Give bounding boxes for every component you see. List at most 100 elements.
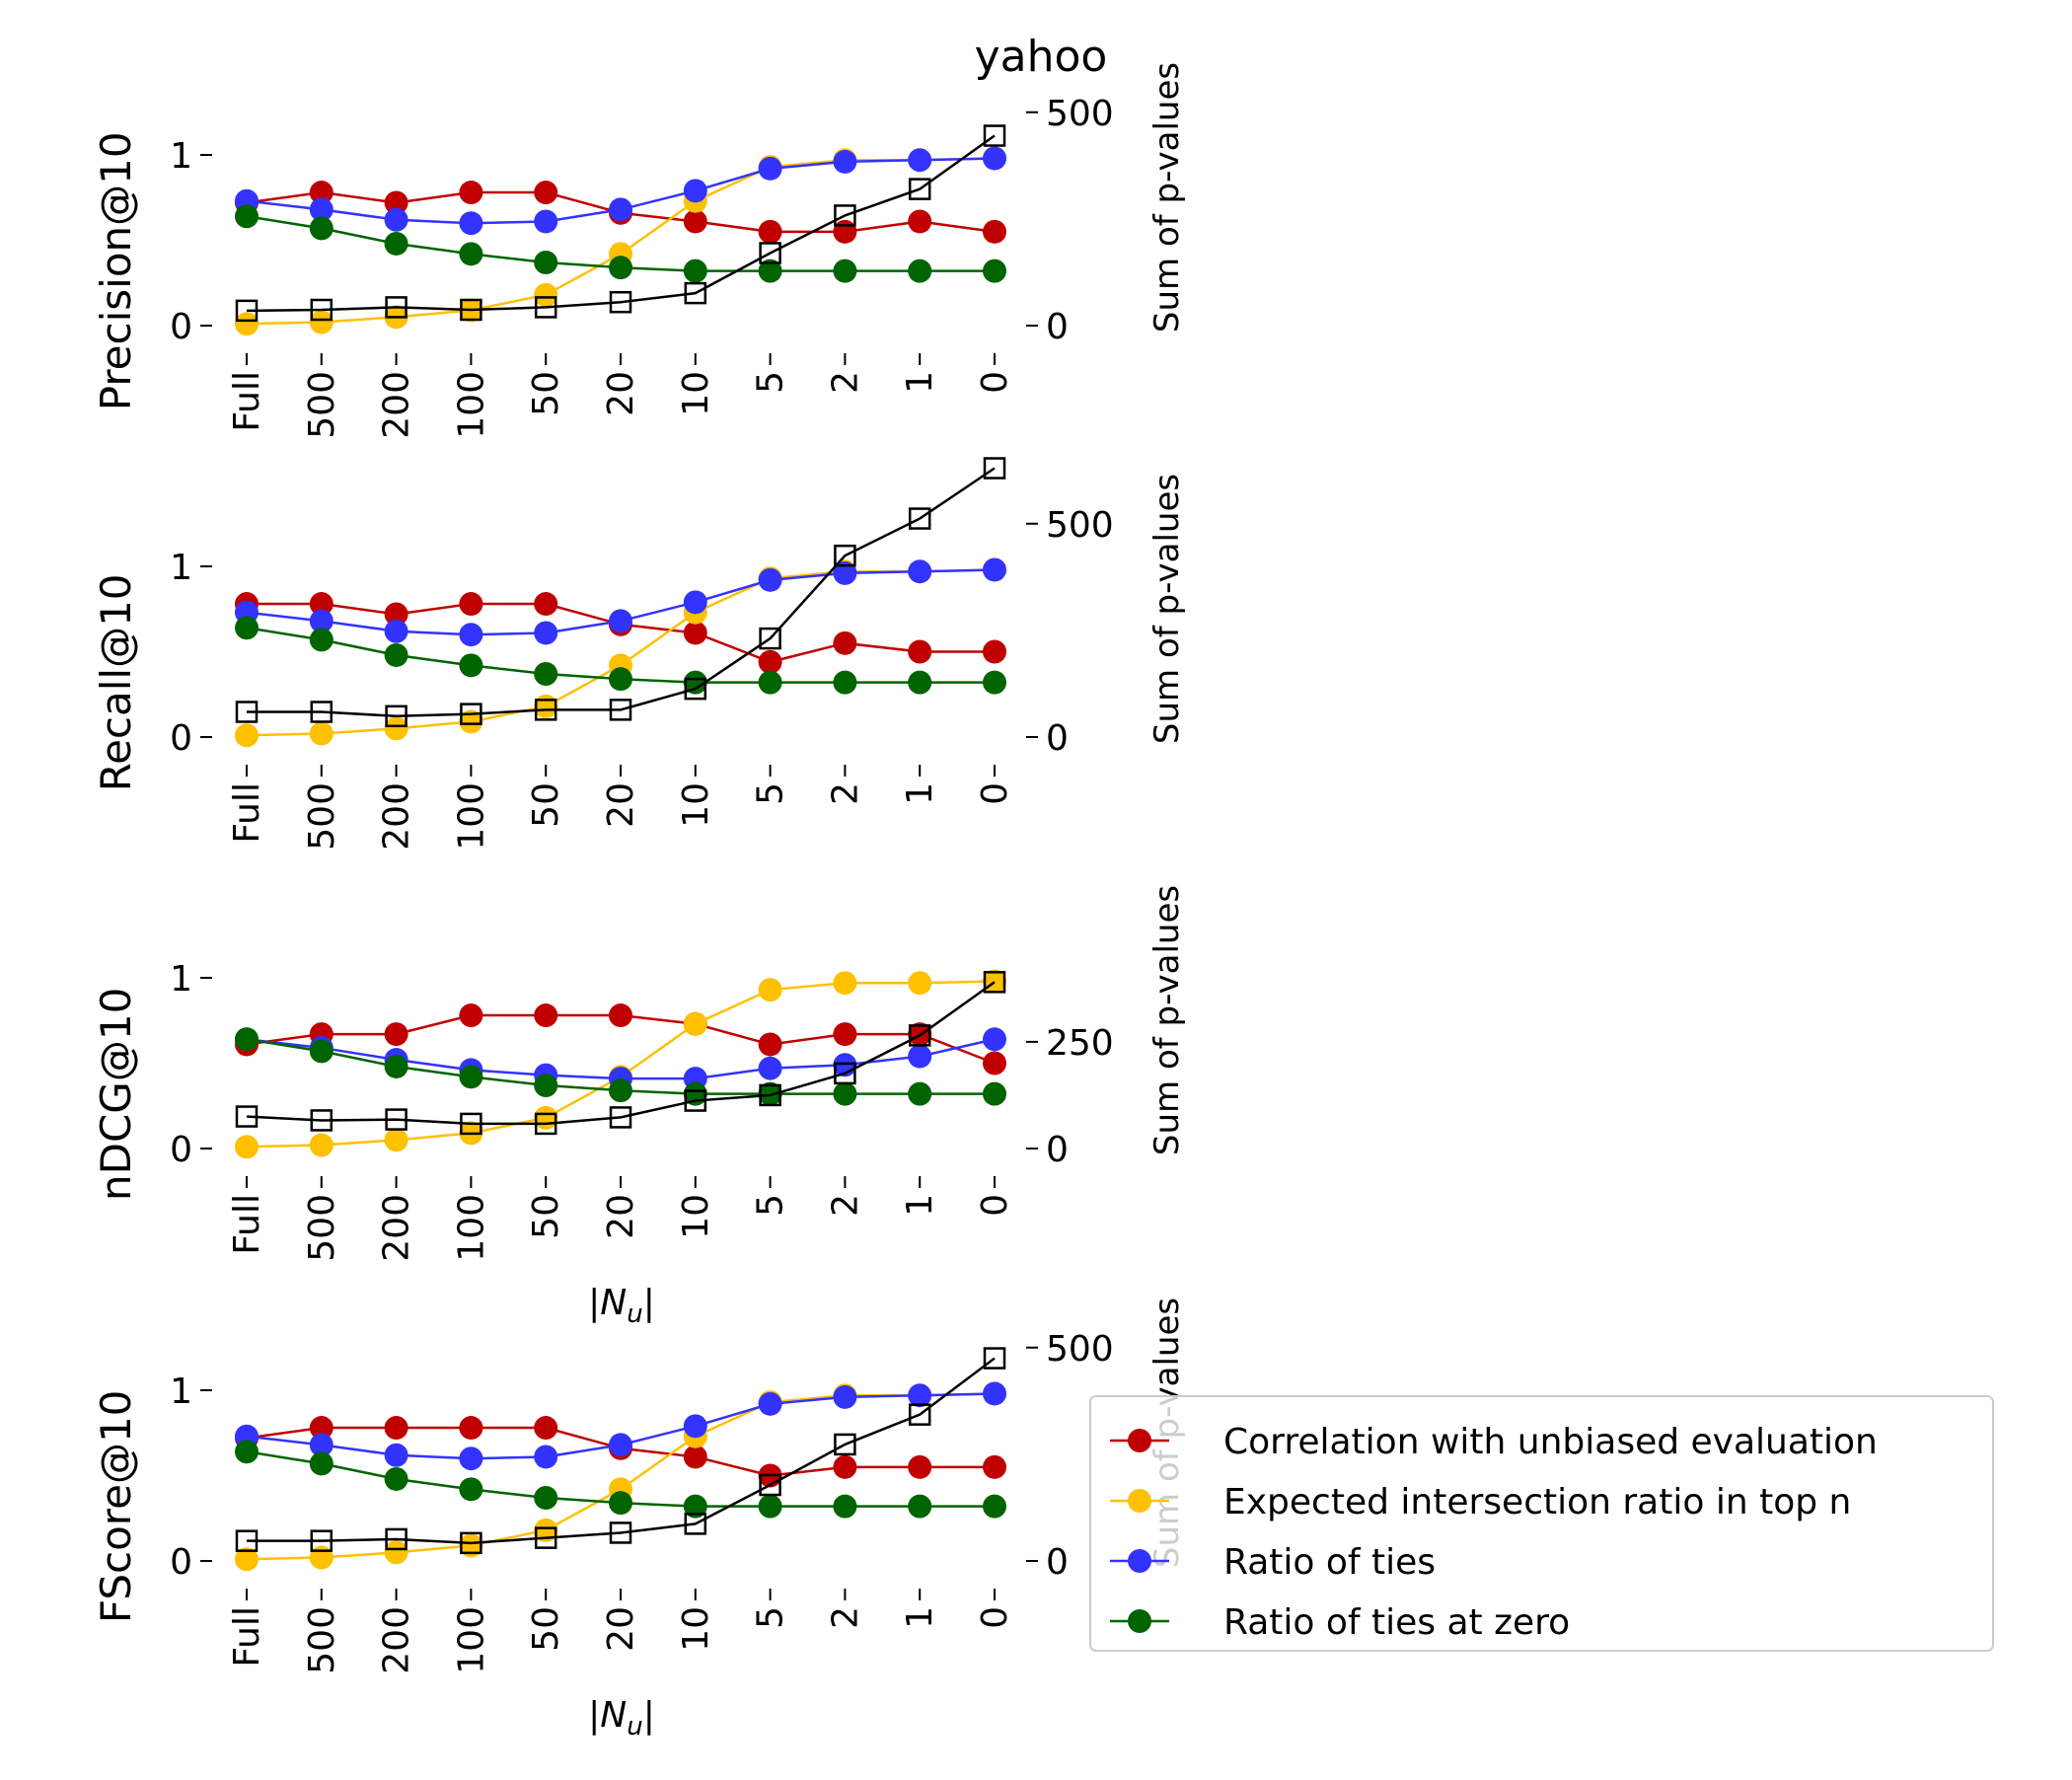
point-ties xyxy=(309,1433,333,1457)
legend-swatch-marker xyxy=(1128,1429,1151,1452)
y-tick-label: 0 xyxy=(170,1130,192,1170)
legend-label: Expected intersection ratio in top n xyxy=(1223,1482,1851,1522)
x-tick-label: 500 xyxy=(302,371,342,439)
x-tick-label: 200 xyxy=(377,371,417,439)
point-ties xyxy=(459,1446,483,1471)
x-tick-label: 20 xyxy=(601,782,641,828)
point-ties_zero xyxy=(309,1451,333,1476)
x-tick-label: Full xyxy=(227,1606,267,1668)
point-ties_zero xyxy=(908,259,932,283)
x-tick-label: 100 xyxy=(451,782,491,851)
point-intersection xyxy=(833,971,857,996)
point-ties_zero xyxy=(459,653,483,678)
y-tick-label: 0 xyxy=(170,307,192,347)
x-tick-label: 0 xyxy=(975,1606,1015,1629)
x-tick-label: 10 xyxy=(676,371,716,416)
point-intersection xyxy=(235,1135,259,1159)
y2-tick-label: 250 xyxy=(1046,1023,1114,1064)
x-tick-label: 200 xyxy=(377,1194,417,1262)
point-ties_zero xyxy=(384,642,408,667)
x-tick-label: 5 xyxy=(751,1606,791,1629)
point-intersection xyxy=(459,1533,483,1558)
x-tick-label: 200 xyxy=(377,1606,417,1674)
point-ties_zero xyxy=(983,1081,1006,1106)
point-pvalues xyxy=(834,204,856,227)
point-intersection xyxy=(534,1518,558,1542)
point-pvalues xyxy=(385,705,407,728)
y2-axis-label: Sum of p-values xyxy=(1147,474,1187,744)
point-ties_zero xyxy=(833,1494,857,1519)
x-tick-label: Full xyxy=(227,1194,267,1255)
point-intersection xyxy=(309,310,333,334)
point-intersection xyxy=(309,721,333,746)
x-axis-label: |Nu| xyxy=(588,1283,655,1329)
point-pvalues xyxy=(834,544,856,567)
x-tick-label: 5 xyxy=(751,371,791,394)
point-correlation xyxy=(833,630,857,655)
x-tick-label: 10 xyxy=(676,1606,716,1652)
point-ties_zero xyxy=(833,259,857,283)
point-pvalues xyxy=(684,677,707,701)
point-pvalues xyxy=(609,290,632,314)
point-correlation xyxy=(459,181,483,205)
point-ties xyxy=(384,619,408,643)
point-correlation xyxy=(534,1003,558,1028)
point-ties_zero xyxy=(235,204,259,229)
point-pvalues xyxy=(759,1473,781,1497)
point-intersection xyxy=(534,282,558,307)
y2-tick-label: 500 xyxy=(1046,505,1114,546)
point-correlation xyxy=(983,639,1006,664)
point-pvalues xyxy=(759,242,781,264)
point-pvalues xyxy=(908,1403,931,1426)
point-correlation xyxy=(609,1003,632,1028)
point-ties_zero xyxy=(534,661,558,686)
point-ties xyxy=(309,197,333,222)
point-ties xyxy=(683,1414,707,1439)
point-ties xyxy=(908,559,932,584)
x-tick-label: 500 xyxy=(302,1606,342,1674)
y-tick-label: 1 xyxy=(170,1372,192,1412)
point-ties_zero xyxy=(534,250,558,274)
y-axis-label: Precision@10 xyxy=(92,131,140,410)
x-tick-label: 20 xyxy=(601,1194,641,1239)
series-line-pvalues xyxy=(246,981,996,1126)
point-intersection xyxy=(235,312,259,336)
point-ties xyxy=(758,1056,782,1080)
point-correlation xyxy=(534,181,558,205)
point-intersection xyxy=(235,1547,259,1572)
point-correlation xyxy=(833,1454,857,1479)
point-pvalues xyxy=(908,507,931,530)
point-ties xyxy=(758,567,782,592)
point-pvalues xyxy=(908,178,931,200)
point-ties xyxy=(609,197,632,222)
point-pvalues xyxy=(310,298,333,322)
point-intersection xyxy=(309,1545,333,1570)
y2-tick-label: 0 xyxy=(1046,1130,1069,1170)
point-pvalues xyxy=(609,1521,632,1544)
x-tick-label: 20 xyxy=(601,1606,641,1652)
point-pvalues xyxy=(609,1106,632,1129)
point-ties_zero xyxy=(609,1078,632,1103)
x-tick-label: 100 xyxy=(451,1606,491,1674)
point-correlation xyxy=(459,592,483,617)
legend-label: Ratio of ties xyxy=(1223,1542,1436,1583)
point-ties_zero xyxy=(459,1065,483,1089)
x-tick-label: 50 xyxy=(526,782,566,828)
point-ties_zero xyxy=(309,1039,333,1064)
point-pvalues xyxy=(759,627,781,650)
series-line-intersection xyxy=(246,1392,996,1561)
point-correlation xyxy=(908,209,932,234)
point-ties xyxy=(908,1044,932,1069)
point-ties xyxy=(534,209,558,234)
point-ties_zero xyxy=(758,1494,782,1519)
point-intersection xyxy=(384,1540,408,1565)
point-ties_zero xyxy=(908,1081,932,1106)
point-pvalues xyxy=(310,701,333,723)
x-tick-label: 10 xyxy=(676,782,716,828)
point-correlation xyxy=(908,639,932,664)
point-pvalues xyxy=(684,1089,707,1112)
